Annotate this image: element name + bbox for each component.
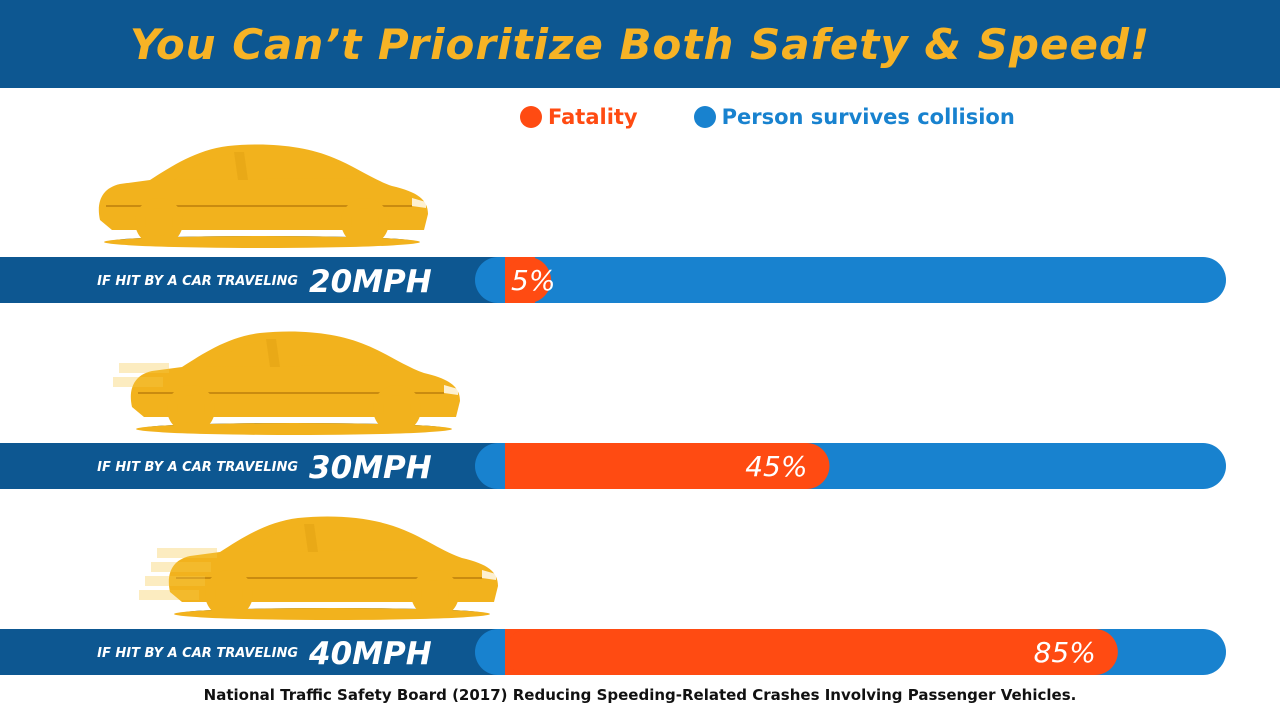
legend-label-fatality: Fatality <box>548 105 638 129</box>
pedestrian-icon <box>811 160 846 247</box>
pedestrian-icon <box>586 160 621 247</box>
row-prefix-label: IF HIT BY A CAR TRAVELING <box>97 460 298 475</box>
speed-label: 40MPH <box>308 636 432 672</box>
motion-streak <box>145 576 205 586</box>
pedestrian-icon <box>586 530 621 617</box>
fatality-bar <box>505 257 551 303</box>
page-title: You Can’t Prioritize Both Safety & Speed… <box>129 19 1151 69</box>
fatality-percent-label: 45% <box>745 450 807 483</box>
pedestrian-icon <box>1111 160 1146 247</box>
legend-item-fatality: Fatality <box>520 105 638 129</box>
fatality-dot-icon <box>520 106 542 128</box>
pedestrian-icon <box>661 345 696 432</box>
row-label-bar <box>0 257 505 303</box>
pedestrian-icon <box>961 160 996 247</box>
fatality-bar <box>505 629 1118 675</box>
pedestrian-icon <box>886 530 921 617</box>
pedestrian-icon <box>886 160 921 247</box>
row-30mph: 45% IF HIT BY A CAR TRAVELING 30MPH <box>0 330 1226 489</box>
pedestrian-icon <box>886 345 921 432</box>
pedestrian-icon <box>661 530 696 617</box>
survive-dot-icon <box>693 106 716 128</box>
fatality-bar <box>505 443 830 489</box>
title-bar: You Can’t Prioritize Both Safety & Speed… <box>0 0 1280 88</box>
row-40mph: 85% IF HIT BY A CAR TRAVELING 40MPH <box>0 515 1226 675</box>
survive-bar <box>475 257 1226 303</box>
pedestrian-icon <box>811 345 846 432</box>
pedestrian-icon <box>736 160 771 247</box>
pedestrian-icon <box>1111 530 1146 617</box>
pedestrian-icon <box>736 345 771 432</box>
row-20mph: 5% IF HIT BY A CAR TRAVELING 20MPH <box>0 143 1226 303</box>
pedestrian-icon <box>1186 345 1221 432</box>
pedestrian-icon <box>1036 345 1071 432</box>
row-prefix-label: IF HIT BY A CAR TRAVELING <box>97 646 298 661</box>
source-note: National Traffic Safety Board (2017) Red… <box>203 686 1077 704</box>
pedestrian-icon <box>736 530 771 617</box>
row-label-bar <box>0 443 505 489</box>
fatality-percent-label: 85% <box>1034 636 1096 669</box>
pedestrian-icon <box>511 160 546 247</box>
pedestrian-icon <box>1111 345 1146 432</box>
legend-label-survive: Person survives collision <box>721 105 1015 129</box>
row-label-bar <box>0 629 505 675</box>
speed-label: 20MPH <box>309 264 432 300</box>
motion-streak <box>151 562 211 572</box>
motion-streak <box>157 548 217 558</box>
pedestrian-icon <box>961 530 996 617</box>
row-prefix-label: IF HIT BY A CAR TRAVELING <box>97 274 298 289</box>
pedestrian-icon <box>1186 530 1221 617</box>
motion-streak <box>139 590 199 600</box>
speed-label: 30MPH <box>309 450 432 486</box>
legend-item-survive: Person survives collision <box>693 105 1015 129</box>
pedestrian-icon <box>1186 160 1221 247</box>
pedestrian-icon <box>511 345 546 432</box>
pedestrian-icon <box>961 345 996 432</box>
car-icon <box>97 143 429 249</box>
motion-streak <box>119 363 169 373</box>
pedestrian-icon <box>586 345 621 432</box>
pedestrian-icon <box>1036 530 1071 617</box>
fatality-percent-label: 5% <box>511 264 555 297</box>
motion-streak <box>113 377 163 387</box>
car-icon <box>129 330 461 436</box>
pedestrian-icon <box>1036 160 1071 247</box>
pedestrian-icon <box>661 160 696 247</box>
pedestrian-icon <box>811 530 846 617</box>
legend: Fatality Person survives collision <box>520 102 1071 132</box>
car-icon <box>167 515 499 621</box>
pedestrian-icon <box>511 530 546 617</box>
